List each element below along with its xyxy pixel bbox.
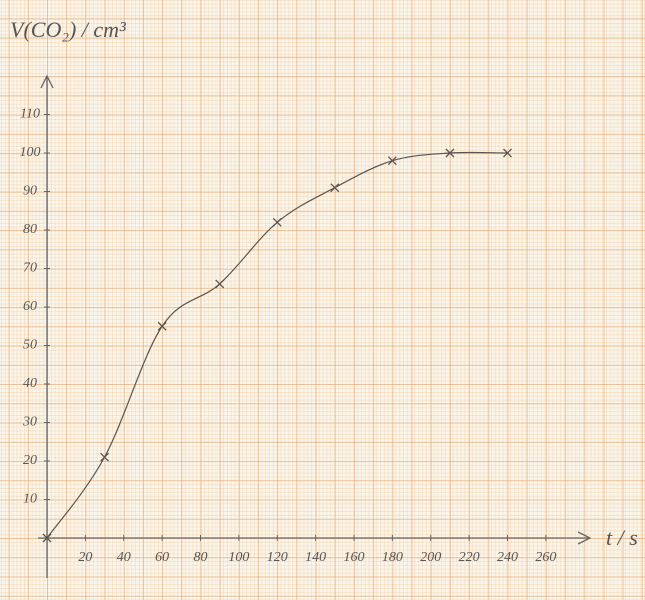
y-tick-label: 20	[23, 453, 37, 468]
data-point	[331, 184, 339, 192]
data-point	[101, 453, 109, 461]
y-tick-label: 100	[20, 145, 41, 160]
x-tick-label: 100	[228, 550, 249, 565]
x-axis-label: t / s	[606, 525, 638, 550]
x-tick-label: 140	[305, 550, 326, 565]
x-tick-label: 60	[155, 550, 169, 565]
y-tick-label: 70	[23, 261, 37, 276]
chart: V(CO₂) / cm³ t / s 20 40 60 80 100 120 140 160 1…	[0, 0, 645, 600]
x-tick-label: 200	[420, 550, 441, 565]
y-tick-label: 40	[23, 376, 37, 391]
y-tick-label: 50	[23, 338, 37, 353]
y-tick-label: 90	[23, 184, 37, 199]
curve	[47, 152, 507, 538]
x-tick-label: 40	[117, 550, 131, 565]
data-point	[216, 280, 224, 288]
y-tick-label: 30	[22, 415, 37, 430]
y-axis-label: V(CO₂) / cm³	[10, 17, 126, 42]
x-tick-label: 220	[459, 550, 480, 565]
data-point	[273, 218, 281, 226]
y-tick-label: 110	[20, 107, 40, 122]
data-point	[158, 322, 166, 330]
x-tick-label: 160	[343, 550, 364, 565]
y-tick-label: 80	[23, 222, 37, 237]
x-tick-label: 20	[78, 550, 92, 565]
x-tick-label: 80	[193, 550, 207, 565]
x-tick-label: 180	[382, 550, 403, 565]
data-point	[388, 157, 396, 165]
y-tick-label: 60	[23, 299, 37, 314]
y-tick-label: 10	[23, 492, 37, 507]
x-tick-label: 240	[497, 550, 518, 565]
x-tick-label: 260	[535, 550, 556, 565]
x-tick-label: 120	[267, 550, 288, 565]
